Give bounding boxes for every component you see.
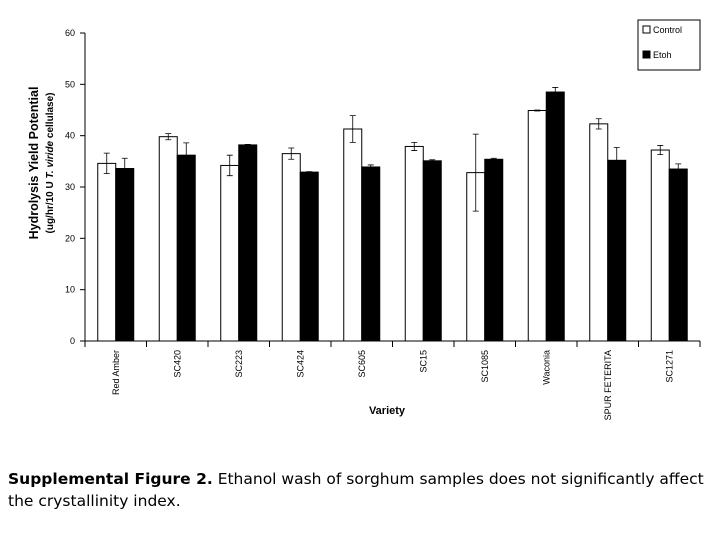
chart: Hydrolysis Yield Potential (ug/hr/10 U T… <box>27 19 701 420</box>
bar <box>545 91 565 342</box>
error-bar <box>165 133 172 141</box>
x-tick-label: Red Amber <box>111 350 121 395</box>
y-tick-label: 10 <box>65 285 75 295</box>
y-axis-sublabel: (ug/hr/10 U T. viride cellulase) <box>45 93 56 234</box>
bar <box>299 171 319 342</box>
bar <box>176 154 196 342</box>
error-bar <box>411 141 418 151</box>
bar <box>281 153 301 342</box>
bar <box>115 168 135 342</box>
bar <box>404 145 424 342</box>
bar <box>220 164 240 342</box>
x-axis-label: Variety <box>369 405 406 417</box>
bar <box>589 123 609 342</box>
caption-text: Ethanol wash of sorghum samples does not… <box>8 470 704 510</box>
error-bar <box>306 171 313 174</box>
bar <box>607 159 627 342</box>
x-tick-label: SC424 <box>295 350 305 378</box>
error-bar <box>244 143 251 146</box>
error-bar <box>595 118 602 130</box>
error-bar <box>367 164 374 170</box>
error-bar <box>657 145 664 156</box>
error-bar <box>226 154 233 177</box>
bar <box>361 166 381 342</box>
x-tick-label: SPUR FETERITA <box>603 350 613 420</box>
error-bar <box>534 109 541 112</box>
bar <box>650 149 670 342</box>
y-tick-label: 30 <box>65 182 75 192</box>
error-bar <box>429 159 436 163</box>
bar <box>668 168 688 342</box>
y-tick-label: 50 <box>65 79 75 89</box>
x-tick-label: SC605 <box>357 350 367 378</box>
y-tick-label: 0 <box>70 336 75 346</box>
legend-label: Etoh <box>653 50 672 60</box>
error-bar <box>183 142 190 168</box>
y-axis-label: Hydrolysis Yield Potential <box>27 87 41 240</box>
bar <box>484 158 504 342</box>
bar <box>343 128 363 342</box>
bar <box>158 136 178 342</box>
error-bar <box>349 115 356 143</box>
caption-label: Supplemental Figure 2. <box>8 470 213 488</box>
error-bar <box>121 157 128 180</box>
error-bar <box>288 147 295 160</box>
legend-swatch <box>642 25 651 34</box>
x-tick-label: SC1271 <box>664 350 674 383</box>
error-bar <box>613 147 620 174</box>
error-bar <box>472 133 479 212</box>
y-sublabel-part: cellulase) <box>45 93 56 139</box>
x-tick-label: SC420 <box>172 350 182 378</box>
legend-swatch <box>642 50 651 59</box>
x-tick-label: SC223 <box>234 350 244 378</box>
error-bar <box>490 157 497 161</box>
bar <box>527 110 547 342</box>
y-tick-label: 60 <box>65 28 75 38</box>
caption: Supplemental Figure 2. Ethanol wash of s… <box>8 468 708 512</box>
y-sublabel-part: (ug/hr/10 U <box>45 181 56 233</box>
x-tick-label: Waconia <box>541 350 551 385</box>
bar <box>238 144 258 342</box>
error-bar <box>675 163 682 175</box>
x-tick-label: SC15 <box>418 350 428 373</box>
legend-label: Control <box>653 25 682 35</box>
y-tick-label: 20 <box>65 233 75 243</box>
bar <box>97 162 117 342</box>
bar <box>422 160 442 342</box>
y-sublabel-part: T. viride <box>45 140 56 178</box>
x-tick-label: SC1085 <box>480 350 490 383</box>
error-bar <box>103 152 110 175</box>
y-tick-label: 40 <box>65 131 75 141</box>
error-bar <box>552 87 559 98</box>
